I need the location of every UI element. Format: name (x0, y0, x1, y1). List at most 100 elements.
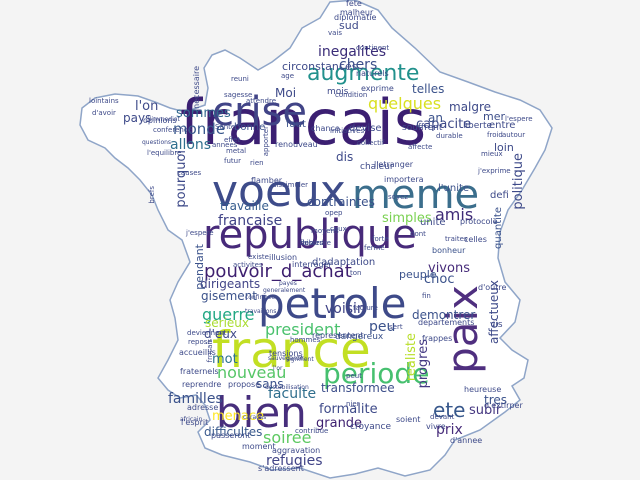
cloud-word: durable (436, 132, 463, 140)
cloud-word: chers (339, 57, 378, 73)
cloud-word: reprendre (182, 380, 222, 389)
cloud-word: l'etranger (374, 160, 414, 169)
cloud-word: destabilisation (265, 384, 309, 391)
cloud-word: frncais (206, 339, 214, 363)
cloud-word: france (212, 321, 371, 379)
cloud-word: augmente (307, 61, 420, 86)
cloud-word: dissimuler (272, 181, 309, 189)
cloud-word: representent (312, 331, 364, 340)
cloud-word: soient (396, 415, 421, 424)
cloud-word: fete (346, 0, 362, 8)
cloud-word: Sante (215, 123, 236, 131)
cloud-word: forte (372, 235, 389, 243)
cloud-word: allons (170, 137, 212, 153)
cloud-word: aggravation (272, 446, 321, 455)
cloud-word: departements (418, 318, 475, 327)
cloud-word: interroger (292, 260, 332, 269)
cloud-word: d'annee (450, 436, 483, 445)
cloud-word: attendre (246, 97, 276, 105)
cloud-word: dont (410, 230, 426, 238)
cloud-word: mer (483, 110, 506, 123)
cloud-word: monde (173, 120, 226, 138)
cloud-word: pourquoi (174, 150, 189, 208)
cloud-word: travaille (220, 199, 269, 213)
cloud-word: questions (142, 139, 172, 146)
cloud-word: francais (180, 86, 427, 159)
cloud-word: activites (233, 261, 263, 269)
cloud-word: politique (511, 153, 526, 210)
cloud-word: conference (153, 126, 192, 134)
cloud-word: meme (352, 172, 480, 218)
cloud-word: annees (212, 141, 238, 149)
cloud-word: opep (325, 209, 343, 217)
cloud-word: lointains (89, 97, 119, 105)
cloud-word: d'eux (204, 327, 238, 341)
cloud-word: vivons (428, 261, 470, 276)
cloud-word: condition (335, 91, 368, 99)
cloud-word: causes (177, 169, 202, 177)
cloud-word: l'immediat (148, 116, 180, 123)
cloud-word: mois (327, 87, 349, 97)
cloud-word: voeux (212, 166, 346, 217)
cloud-word: j'exprime (478, 167, 511, 175)
cloud-word: tres (484, 393, 508, 407)
cloud-word: formalite (319, 402, 378, 417)
cloud-word: caracas (243, 414, 267, 421)
cloud-word: president (265, 320, 341, 339)
cloud-word: celles (464, 235, 487, 244)
cloud-word: progres (416, 339, 431, 389)
cloud-word: opinions (143, 116, 177, 125)
cloud-word: don (300, 239, 314, 247)
cloud-word: l'or (273, 365, 283, 372)
cloud-word: republique (203, 212, 417, 258)
cloud-word: l'unite (438, 183, 470, 194)
cloud-word: petrole (258, 279, 407, 328)
cloud-word: d'extirper (484, 401, 523, 410)
cloud-word: apporter (262, 126, 270, 157)
cloud-word: sud (339, 19, 359, 32)
cloud-word: exprime (361, 84, 394, 93)
cloud-word: dirigeants (200, 277, 261, 291)
cloud-word: diplomatie (334, 13, 377, 22)
cloud-word: importera (384, 175, 424, 184)
cloud-word: fraternels (180, 367, 219, 376)
cloud-word: l'equilibre (147, 149, 182, 157)
cloud-word: malheur (340, 8, 374, 17)
cloud-word: ton (350, 269, 362, 277)
cloud-word: peut (346, 372, 362, 380)
cloud-word: defi (490, 190, 509, 201)
cloud-word: contraintes (307, 195, 375, 209)
cloud-word: bonne (234, 122, 266, 133)
cloud-word: l'esprit (181, 418, 209, 427)
cloud-word: deviennent (187, 329, 227, 337)
cloud-word: ete (433, 398, 466, 422)
cloud-word: froid (487, 131, 503, 139)
cloud-word: signifient (286, 356, 314, 363)
cloud-word: payes (279, 280, 297, 287)
cloud-word: souffrent (402, 123, 443, 133)
cloud-word: guerre (202, 305, 255, 324)
cloud-word: confirmee (245, 294, 276, 301)
cloud-word: capacite (416, 117, 472, 132)
cloud-word: continent (356, 44, 390, 52)
cloud-word: an (428, 111, 443, 125)
cloud-word: age (281, 72, 295, 80)
cloud-word: frappes (422, 334, 453, 343)
cloud-word: peu (369, 319, 396, 335)
cloud-word: necessaire (192, 66, 201, 109)
cloud-word: accueillis (179, 348, 216, 357)
cloud-word: devise (349, 123, 382, 134)
france-map-shape (79, 0, 553, 479)
cloud-word: mieux (481, 150, 503, 158)
cloud-word: francaise (218, 213, 283, 229)
cloud-word: peuple (399, 268, 437, 281)
cloud-word: bonheur (432, 246, 466, 255)
cloud-word: j'espere (186, 229, 214, 237)
cloud-word: moment (242, 442, 276, 451)
cloud-word: grande (316, 416, 363, 431)
cloud-word: desordre (300, 239, 331, 247)
cloud-word: soyez (388, 193, 409, 201)
cloud-word: sans (256, 377, 284, 391)
